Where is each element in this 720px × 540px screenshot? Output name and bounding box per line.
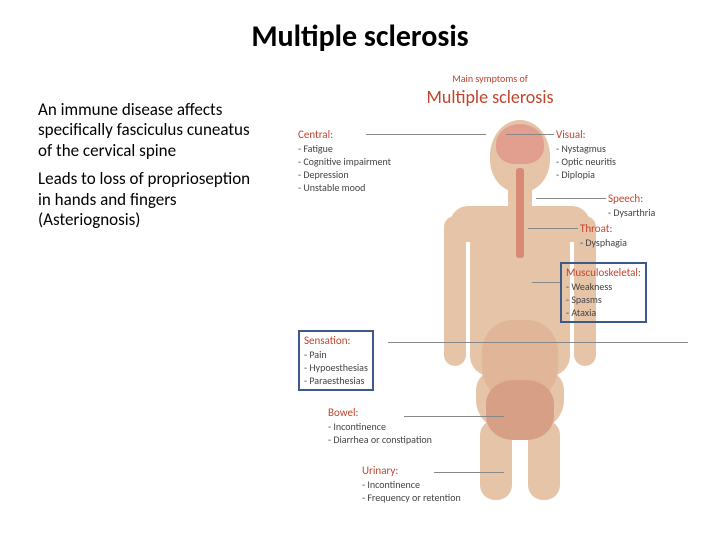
label-item: Paraesthesias [304, 374, 368, 387]
leader-sensation [388, 342, 688, 343]
label-item: Cognitive impairment [298, 155, 391, 168]
label-item: Pain [304, 348, 368, 361]
label-item: Ataxia [566, 306, 641, 319]
label-item: Weakness [566, 280, 641, 293]
label-item: Nystagmus [556, 142, 616, 155]
label-items-speech: Dysarthria [608, 206, 655, 219]
label-heading-urinary: Urinary: [362, 464, 461, 478]
symptoms-diagram: Main symptoms of Multiple sclerosis Cent… [280, 72, 700, 512]
label-item: Unstable mood [298, 181, 391, 194]
label-heading-throat: Throat: [580, 222, 627, 236]
label-visual: Visual:NystagmusOptic neuritisDiplopia [556, 128, 616, 181]
label-item: Spasms [566, 293, 641, 306]
label-heading-musculoskeletal: Musculoskeletal: [566, 266, 641, 280]
label-urinary: Urinary:IncontinenceFrequency or retenti… [362, 464, 461, 504]
leader-visual [506, 134, 554, 135]
label-speech: Speech:Dysarthria [608, 192, 655, 219]
label-items-urinary: IncontinenceFrequency or retention [362, 478, 461, 504]
label-item: Diplopia [556, 168, 616, 181]
label-items-sensation: PainHypoesthesiasParaesthesias [304, 348, 368, 387]
label-item: Incontinence [362, 478, 461, 491]
label-heading-speech: Speech: [608, 192, 655, 206]
label-central: Central:FatigueCognitive impairmentDepre… [298, 128, 391, 194]
label-item: Optic neuritis [556, 155, 616, 168]
leader-throat [528, 228, 578, 229]
label-items-central: FatigueCognitive impairmentDepressionUns… [298, 142, 391, 194]
diagram-title: Multiple sclerosis [280, 86, 700, 108]
label-bowel: Bowel:IncontinenceDiarrhea or constipati… [328, 406, 432, 446]
label-item: Depression [298, 168, 391, 181]
label-items-visual: NystagmusOptic neuritisDiplopia [556, 142, 616, 181]
label-heading-bowel: Bowel: [328, 406, 432, 420]
label-items-musculoskeletal: WeaknessSpasmsAtaxia [566, 280, 641, 319]
label-musculoskeletal: Musculoskeletal:WeaknessSpasmsAtaxia [560, 262, 647, 323]
label-item: Dysarthria [608, 206, 655, 219]
label-item: Dysphagia [580, 236, 627, 249]
label-item: Frequency or retention [362, 491, 461, 504]
body-paragraph-1: An immune disease affects specifically f… [38, 100, 263, 161]
label-item: Hypoesthesias [304, 361, 368, 374]
body-text: An immune disease affects specifically f… [38, 100, 263, 238]
body-paragraph-2: Leads to loss of proprioseption in hands… [38, 169, 263, 230]
label-heading-central: Central: [298, 128, 391, 142]
label-item: Diarrhea or constipation [328, 433, 432, 446]
label-heading-visual: Visual: [556, 128, 616, 142]
label-items-bowel: IncontinenceDiarrhea or constipation [328, 420, 432, 446]
label-item: Incontinence [328, 420, 432, 433]
leader-speech [536, 198, 606, 199]
diagram-supertitle: Main symptoms of [280, 72, 700, 85]
label-items-throat: Dysphagia [580, 236, 627, 249]
label-heading-sensation: Sensation: [304, 334, 368, 348]
label-item: Fatigue [298, 142, 391, 155]
label-throat: Throat:Dysphagia [580, 222, 627, 249]
leader-musculoskeletal [532, 282, 560, 283]
slide-title: Multiple sclerosis [0, 0, 720, 55]
label-sensation: Sensation:PainHypoesthesiasParaesthesias [298, 330, 374, 391]
